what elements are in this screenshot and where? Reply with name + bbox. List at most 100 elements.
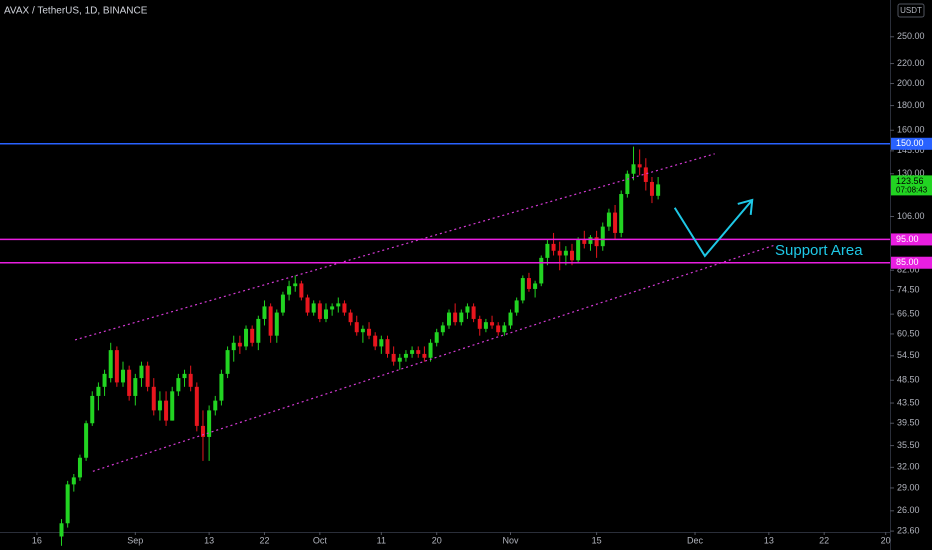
channel-line [74,153,715,341]
candle-body [237,342,242,347]
y-tick-label: 23.60 [897,525,920,535]
candle-body [471,306,476,319]
candle-body [188,373,193,387]
y-tick-label: 29.00 [897,482,920,492]
candle-body [551,243,556,251]
x-tick-label: 11 [377,535,386,545]
candle-body [244,328,249,347]
x-tick-label: 13 [204,535,214,545]
candle-body [336,303,341,307]
candle-body [139,365,144,379]
candle-body [176,378,181,392]
unit-label: USDT [900,6,922,15]
candle-body [594,237,599,247]
candle-body [250,328,255,343]
candle-body [643,167,648,182]
candle-body [520,278,525,301]
candle-body [397,357,402,362]
candle-body [631,164,636,174]
candle-body [422,353,427,358]
y-tick-label: 180.00 [897,100,925,110]
level-label: 95.00 [896,234,919,244]
x-tick-label: 13 [764,535,774,545]
annotation: Support Area [775,242,863,259]
candle-body [213,400,218,411]
candle-body [502,325,507,333]
candle-body [207,410,212,437]
candle-body [649,181,654,196]
candle-body [65,484,70,524]
candle-body [446,312,451,326]
candle-body [127,369,132,396]
candle-body [330,306,335,310]
candle-body [606,212,611,227]
candle-body [545,243,550,258]
candle-body [262,306,267,319]
candle-body [582,239,587,244]
candle-body [576,239,581,261]
candle-body [342,303,347,313]
candle-body [348,312,353,323]
level-label: 150.00 [896,138,924,148]
candle-body [77,457,82,478]
candle-body [588,237,593,244]
level-box [891,256,932,269]
countdown-label: 07:08:43 [896,185,928,194]
y-tick-label: 43.50 [897,397,920,407]
candle-body [416,350,421,354]
candle-body [563,250,568,256]
y-tick-label: 250.00 [897,31,925,41]
candle-body [465,306,470,313]
y-tick-label: 66.50 [897,309,920,319]
candle-body [570,250,575,261]
candle-body [625,173,630,195]
candle-body [434,332,439,343]
candle-body [151,386,156,411]
candle-body [496,325,501,333]
candle-body [656,184,661,196]
candle-body [385,339,390,354]
price-box [891,175,932,196]
candle-body [323,309,328,319]
y-tick-label: 106.00 [897,211,925,221]
candle-body [619,194,624,233]
y-tick-label: 220.00 [897,58,925,68]
y-tick-label: 32.00 [897,462,920,472]
candle-body [200,425,205,437]
candle-body [133,378,138,396]
x-tick-label: Nov [502,535,519,545]
candle-body [274,312,279,336]
candle-body [71,477,76,485]
arrow [673,199,753,258]
x-tick-label: Oct [313,535,328,545]
y-tick-label: 35.50 [897,440,920,450]
x-tick-label: 22 [259,535,269,545]
candle-body [170,391,175,421]
candle-body [287,286,292,295]
candle-body [157,400,162,411]
candle-body [360,328,365,333]
candle-body [84,423,89,458]
candle-body [299,283,304,298]
y-tick-label: 160.00 [897,125,925,135]
level-box [891,137,932,150]
candle-body [403,353,408,358]
candle-body [508,312,513,326]
candle-body [367,328,372,336]
candle-body [440,325,445,333]
candle-body [490,322,495,326]
candle-body [114,350,119,383]
candle-body [557,250,562,256]
candle-body [145,365,150,387]
candle-body [453,312,458,323]
candle-body [477,318,482,329]
candle-body [108,350,113,379]
level-label: 85.00 [896,257,919,267]
x-tick-label: 15 [592,535,602,545]
x-tick-label: 20 [881,535,891,545]
candle-body [225,350,230,374]
candle-body [613,212,618,233]
candle-body [483,322,488,329]
